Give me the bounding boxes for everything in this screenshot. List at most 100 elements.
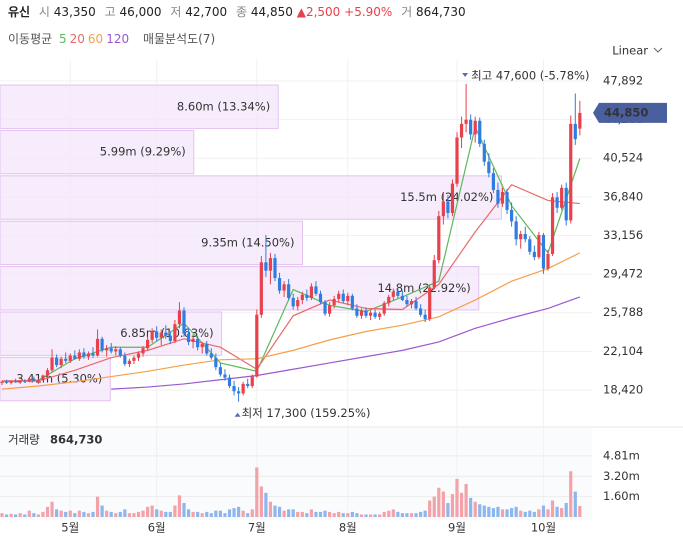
candle-body	[523, 233, 527, 240]
candle-body	[528, 239, 532, 252]
candle-body	[77, 352, 81, 359]
band-label: 3.41m (5.30%)	[16, 372, 102, 386]
volume-bar	[541, 505, 546, 517]
volume-bar	[560, 508, 564, 517]
volume-bar	[100, 505, 104, 517]
volume-bar	[105, 510, 109, 517]
volume-bar	[246, 513, 250, 517]
volume-bar	[91, 511, 95, 517]
legend-item[interactable]: 5	[59, 32, 67, 46]
candle-body	[41, 375, 45, 380]
candle-body	[91, 353, 95, 356]
candle-body	[177, 310, 182, 325]
volume-bar	[569, 471, 573, 517]
volume-bar	[510, 508, 514, 517]
candle-body	[396, 291, 400, 296]
price-tag	[593, 102, 667, 123]
volume-bar	[173, 505, 177, 517]
candle-body	[519, 233, 523, 240]
candle-body	[464, 119, 468, 124]
volume-bar	[523, 511, 527, 517]
candle-body	[537, 235, 541, 258]
candle-body	[95, 338, 100, 356]
volume-bar	[350, 511, 354, 517]
label: 거	[401, 5, 413, 19]
label: 저	[170, 5, 182, 19]
candle-body	[59, 358, 63, 366]
candle-body	[364, 310, 368, 316]
candle-body	[500, 192, 505, 204]
candle-body	[391, 291, 395, 297]
legend-item[interactable]: 60	[87, 32, 104, 46]
scale-label[interactable]: Linear	[612, 44, 648, 58]
candle-body	[164, 332, 168, 336]
volume-bar	[519, 510, 523, 517]
candle-body	[282, 284, 286, 291]
candle-body	[186, 333, 191, 342]
candle-body	[510, 209, 514, 222]
volume-title: 거래량	[8, 433, 40, 447]
candle-body	[409, 301, 414, 305]
volume-bar	[64, 511, 68, 517]
x-tick-label: 5월	[61, 521, 79, 535]
candle-body	[155, 331, 159, 338]
y-tick-label: 25,788	[603, 305, 643, 319]
volume-bar	[414, 513, 418, 517]
volume-bar	[364, 514, 368, 517]
y-tick-label: 3.20m	[603, 469, 640, 483]
candle-body	[218, 367, 222, 375]
volume-bar	[346, 513, 350, 517]
volume-band	[0, 84, 279, 129]
candle-body	[432, 260, 436, 288]
volume-bar	[368, 514, 373, 517]
volume-bar	[450, 494, 455, 517]
volume-bar	[273, 505, 277, 517]
volume-bar	[359, 514, 364, 517]
volume-bar	[82, 511, 86, 517]
candle-body	[368, 312, 373, 316]
volume-bar	[59, 510, 63, 517]
volume-bar	[136, 511, 141, 517]
candle-body	[114, 349, 118, 352]
volume-bar	[27, 510, 31, 517]
candle-body	[309, 286, 313, 298]
candle-body	[546, 253, 550, 269]
candle-body	[4, 381, 9, 383]
volume-bar	[546, 509, 550, 517]
volume-bar	[36, 514, 40, 517]
volume-bar	[159, 510, 163, 517]
volume-bar	[341, 513, 345, 517]
candle-body	[227, 377, 232, 387]
candle-body	[478, 120, 482, 144]
candle-body	[287, 284, 291, 298]
volume-bar	[55, 509, 59, 517]
candle-body	[496, 189, 500, 204]
moving-average-line	[2, 183, 580, 382]
candle-body	[355, 308, 359, 316]
candle-body	[400, 295, 404, 301]
low-annotation: 최저 17,300 (159.25%)	[242, 406, 371, 420]
candle-body	[14, 381, 18, 383]
volume-bar	[387, 510, 391, 517]
legend-item[interactable]: 20	[69, 32, 85, 46]
candle-body	[200, 344, 204, 348]
legend-item[interactable]: 120	[106, 32, 130, 46]
candle-body	[450, 183, 455, 214]
label: 시	[38, 5, 50, 19]
dropdown-icon[interactable]	[653, 47, 663, 53]
candle-body	[560, 187, 564, 208]
band-label: 9.35m (14.50%)	[201, 235, 294, 249]
candle-body	[300, 294, 304, 301]
volume-bar	[578, 506, 582, 517]
high-annotation: 최고 47,600 (-5.78%)	[471, 69, 589, 83]
candle-body	[182, 310, 186, 334]
candle-body	[337, 293, 341, 299]
volume-bar	[314, 511, 318, 517]
volume-bar	[391, 509, 395, 517]
high-marker	[462, 73, 469, 78]
volume-bar	[214, 510, 218, 517]
volume-bar	[186, 509, 191, 517]
candle-body	[259, 262, 263, 315]
volume-bar	[14, 514, 18, 517]
candle-body	[373, 312, 377, 317]
